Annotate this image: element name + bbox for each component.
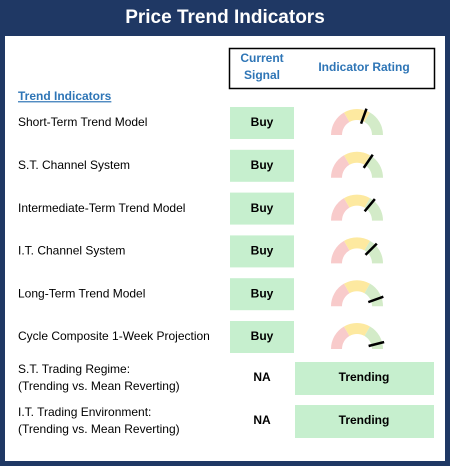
gauge-segment bbox=[364, 240, 383, 264]
gauge-needle bbox=[364, 242, 378, 256]
signal: Buy bbox=[251, 329, 274, 343]
row-label: Short-Term Trend Model bbox=[18, 115, 147, 129]
regime-rating: Trending bbox=[339, 413, 390, 427]
regime-cell bbox=[295, 405, 434, 438]
gauge-segment bbox=[331, 198, 350, 221]
gauge-segment bbox=[344, 151, 370, 165]
signal: Buy bbox=[251, 115, 274, 129]
regime-label: (Trending vs. Mean Reverting) bbox=[18, 379, 180, 393]
regime-label: (Trending vs. Mean Reverting) bbox=[18, 422, 180, 436]
signal-cell bbox=[230, 321, 294, 353]
signal: Buy bbox=[251, 244, 274, 258]
gauge-segment bbox=[331, 240, 350, 264]
header-box bbox=[228, 47, 436, 90]
regime-signal: NA bbox=[253, 413, 271, 427]
gauge-segment bbox=[344, 194, 370, 208]
gauge-segment bbox=[344, 237, 370, 251]
gauge-needle bbox=[363, 198, 376, 213]
gauge-segment bbox=[344, 323, 370, 337]
signal: Buy bbox=[251, 286, 274, 300]
regime-signal: NA bbox=[253, 370, 271, 384]
gauge-segment bbox=[331, 283, 350, 307]
gauge-needle bbox=[368, 340, 385, 348]
row-label: I.T. Channel System bbox=[18, 244, 125, 258]
gauge-segment bbox=[364, 112, 383, 135]
signal: Buy bbox=[251, 158, 274, 172]
gauge-segment bbox=[344, 280, 370, 294]
signal-cell bbox=[230, 278, 294, 311]
title: Price Trend Indicators bbox=[125, 7, 325, 28]
signal-cell bbox=[230, 235, 294, 268]
signal-cell bbox=[230, 107, 294, 139]
gauge-needle bbox=[359, 108, 368, 125]
row-label: Intermediate-Term Trend Model bbox=[18, 201, 185, 215]
header-rating: Indicator Rating bbox=[318, 60, 409, 74]
gauge-segment bbox=[331, 112, 350, 135]
header-signal: Signal bbox=[244, 68, 280, 82]
gauge-segment bbox=[331, 155, 350, 178]
gauge-needle bbox=[362, 153, 374, 169]
signal-cell bbox=[230, 149, 294, 182]
regime-label: S.T. Trading Regime: bbox=[18, 362, 130, 376]
header-signal: Current bbox=[240, 51, 283, 65]
regime-rating: Trending bbox=[339, 370, 390, 384]
regime-cell bbox=[295, 362, 434, 395]
section-title: Trend Indicators bbox=[18, 89, 112, 103]
regime-label: I.T. Trading Environment: bbox=[18, 405, 151, 419]
gauge-segment bbox=[331, 326, 350, 349]
row-label: Long-Term Trend Model bbox=[18, 286, 145, 300]
gauge-segment bbox=[364, 283, 383, 307]
signal-cell bbox=[230, 192, 294, 225]
signal: Buy bbox=[251, 201, 274, 215]
gauge-segment bbox=[364, 198, 383, 221]
row-label: Cycle Composite 1-Week Projection bbox=[18, 329, 210, 343]
gauge-needle bbox=[367, 295, 384, 304]
row-label: S.T. Channel System bbox=[18, 158, 130, 172]
